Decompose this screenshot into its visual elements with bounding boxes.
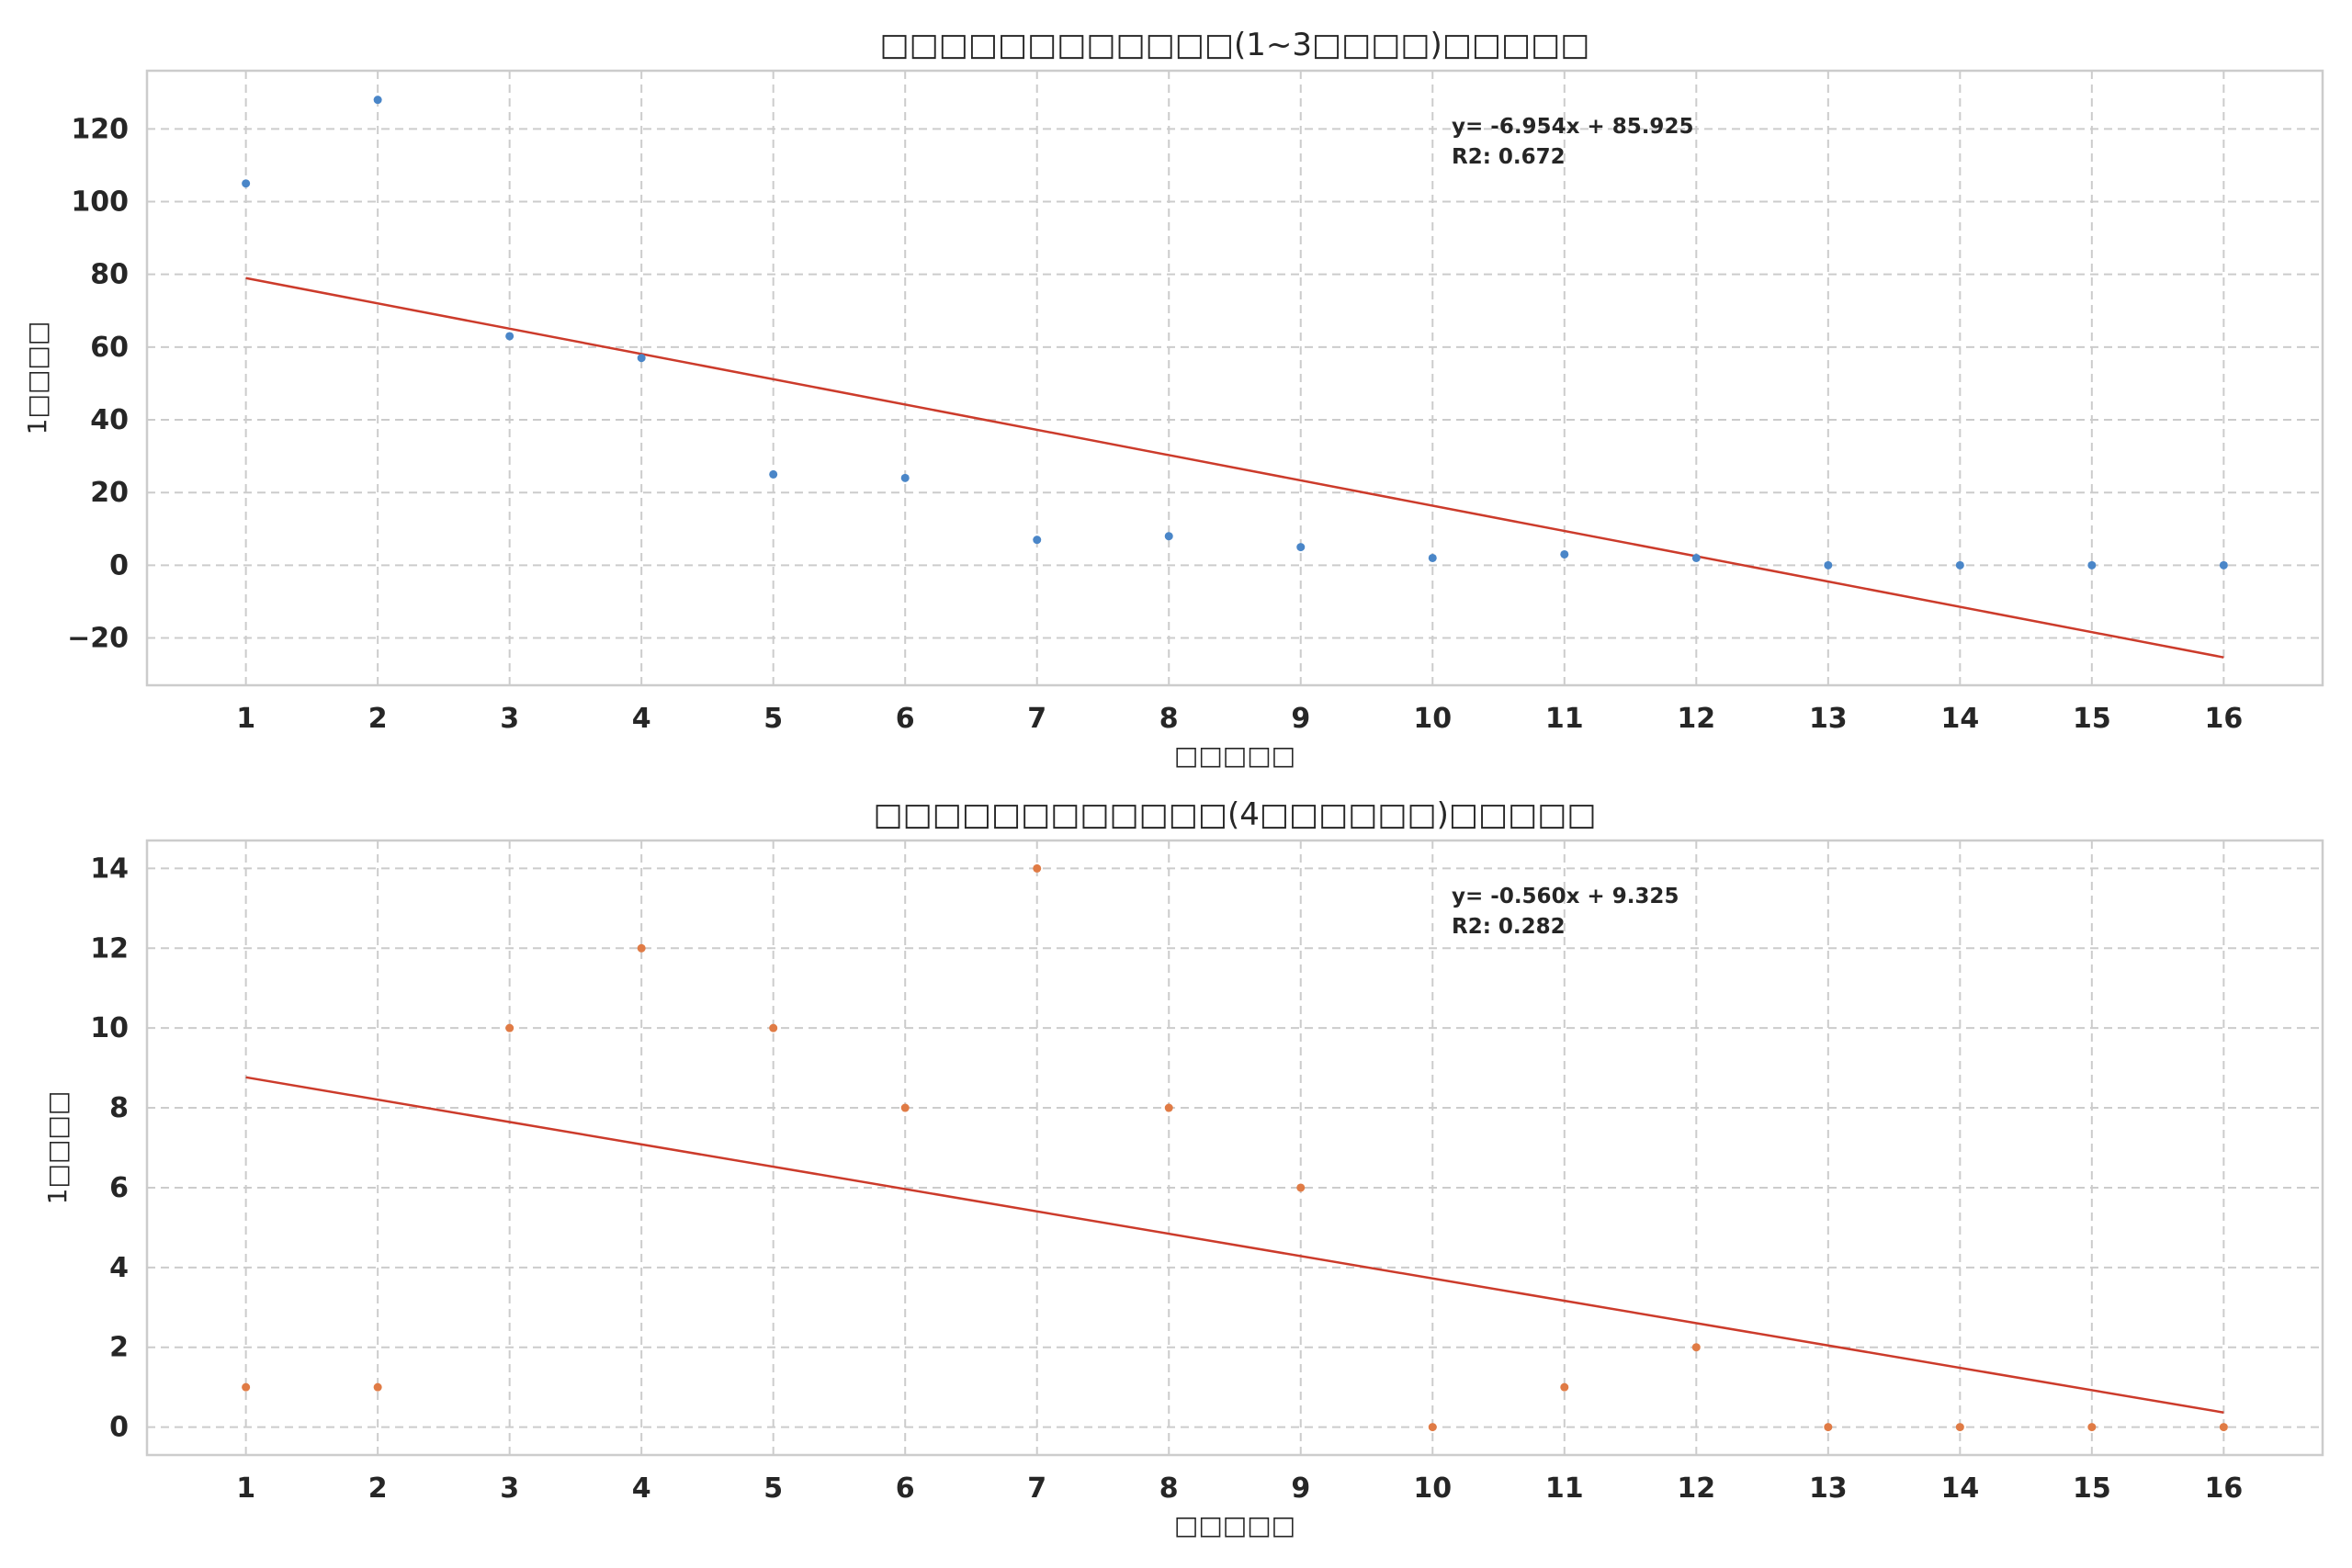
regression-annotation: y= -6.954x + 85.925: [1452, 115, 1693, 139]
x-tick-label: 11: [1545, 1472, 1584, 1505]
y-tick-label: 2: [109, 1332, 129, 1364]
data-point: [1428, 553, 1437, 562]
x-tick-label: 9: [1291, 1472, 1310, 1505]
y-tick-label: −20: [67, 623, 129, 655]
trend-line: [245, 276, 2224, 659]
data-point: [373, 1382, 382, 1392]
x-tick-label: 10: [1413, 1472, 1452, 1505]
x-tick-label: 4: [632, 703, 651, 735]
data-point: [1955, 1423, 1964, 1432]
y-tick-label: 0: [109, 1412, 129, 1444]
x-tick-label: 1: [236, 1472, 255, 1505]
data-point: [1955, 560, 1964, 570]
y-tick-label: 6: [109, 1172, 129, 1204]
data-point: [900, 1103, 910, 1112]
data-point: [2219, 560, 2228, 570]
x-tick-label: 5: [763, 1472, 783, 1505]
y-tick-label: 8: [109, 1092, 129, 1124]
y-tick-label: 60: [90, 332, 129, 364]
y-tick-label: 20: [90, 477, 129, 509]
data-point: [2087, 560, 2097, 570]
data-point: [1033, 536, 1042, 545]
x-tick-label: 6: [896, 1472, 915, 1505]
x-tick-label: 16: [2204, 1472, 2243, 1505]
data-point: [1033, 863, 1042, 873]
y-tick-label: 14: [90, 852, 129, 885]
regression-annotation: R2: 0.672: [1452, 145, 1566, 169]
data-point: [505, 332, 514, 341]
x-tick-label: 13: [1809, 703, 1848, 735]
x-axis-label: □□□□□: [1174, 740, 1295, 771]
x-tick-label: 1: [236, 703, 255, 735]
subplot-1: 1 2 3 4 5 6 7 8 9 10 11 12 13 14 15 16−2002040608010012…: [22, 27, 2324, 771]
data-point: [373, 96, 382, 105]
x-tick-label: 12: [1677, 703, 1715, 735]
data-point: [2087, 1423, 2097, 1432]
subplot-2: 1 2 3 4 5 6 7 8 9 10 11 12 13 14 15 1602468101214□□□□□□…: [42, 796, 2324, 1540]
y-tick-label: 0: [109, 549, 129, 581]
x-tick-label: 7: [1027, 1472, 1046, 1505]
x-tick-label: 3: [500, 1472, 519, 1505]
x-tick-label: 15: [2073, 1472, 2111, 1505]
x-tick-label: 14: [1940, 703, 1979, 735]
data-point: [637, 354, 646, 363]
data-point: [1824, 560, 1833, 570]
x-tick-label: 8: [1159, 703, 1179, 735]
plot-frame: [145, 839, 2324, 1457]
x-tick-label: 7: [1027, 703, 1046, 735]
data-point: [1824, 1423, 1833, 1432]
chart-title: □□□□□□□□□□□□(1~3□□□□)□□□□□: [880, 27, 1590, 63]
x-tick-label: 9: [1291, 703, 1310, 735]
data-point: [1296, 543, 1306, 552]
x-axis-label: □□□□□: [1174, 1510, 1295, 1540]
chart-title: □□□□□□□□□□□□(4□□□□□□)□□□□□: [873, 796, 1596, 833]
y-tick-label: 80: [90, 259, 129, 291]
x-tick-label: 2: [368, 703, 388, 735]
data-point: [900, 473, 910, 482]
data-point: [1560, 1382, 1569, 1392]
trend-line: [245, 1076, 2224, 1414]
x-tick-label: 2: [368, 1472, 388, 1505]
x-tick-label: 5: [763, 703, 783, 735]
data-point: [1691, 1343, 1701, 1352]
regression-annotation: y= -0.560x + 9.325: [1452, 885, 1679, 908]
y-axis-label: 1□□□□: [22, 321, 52, 435]
data-point: [505, 1023, 514, 1032]
y-tick-label: 12: [90, 932, 129, 964]
x-tick-label: 15: [2073, 703, 2111, 735]
x-tick-label: 3: [500, 703, 519, 735]
data-point: [1428, 1423, 1437, 1432]
y-tick-label: 100: [71, 186, 129, 219]
data-point: [769, 469, 778, 479]
y-axis-label: 1□□□□: [42, 1091, 73, 1205]
plot-frame: [145, 69, 2324, 687]
data-point: [242, 179, 251, 188]
y-tick-label: 4: [109, 1252, 129, 1284]
x-tick-label: 14: [1940, 1472, 1979, 1505]
data-point: [769, 1023, 778, 1032]
data-point: [637, 943, 646, 953]
x-tick-label: 4: [632, 1472, 651, 1505]
data-point: [2219, 1423, 2228, 1432]
data-point: [1296, 1183, 1306, 1192]
data-point: [1691, 553, 1701, 562]
x-tick-label: 12: [1677, 1472, 1715, 1505]
data-point: [242, 1382, 251, 1392]
y-tick-label: 120: [71, 113, 129, 145]
data-point: [1560, 549, 1569, 558]
x-tick-label: 10: [1413, 703, 1452, 735]
x-tick-label: 13: [1809, 1472, 1848, 1505]
y-tick-label: 10: [90, 1012, 129, 1044]
x-tick-label: 16: [2204, 703, 2243, 735]
x-tick-label: 6: [896, 703, 915, 735]
x-tick-label: 8: [1159, 1472, 1179, 1505]
data-point: [1164, 532, 1173, 541]
regression-annotation: R2: 0.282: [1452, 915, 1566, 939]
data-point: [1164, 1103, 1173, 1112]
x-tick-label: 11: [1545, 703, 1584, 735]
y-tick-label: 40: [90, 404, 129, 436]
